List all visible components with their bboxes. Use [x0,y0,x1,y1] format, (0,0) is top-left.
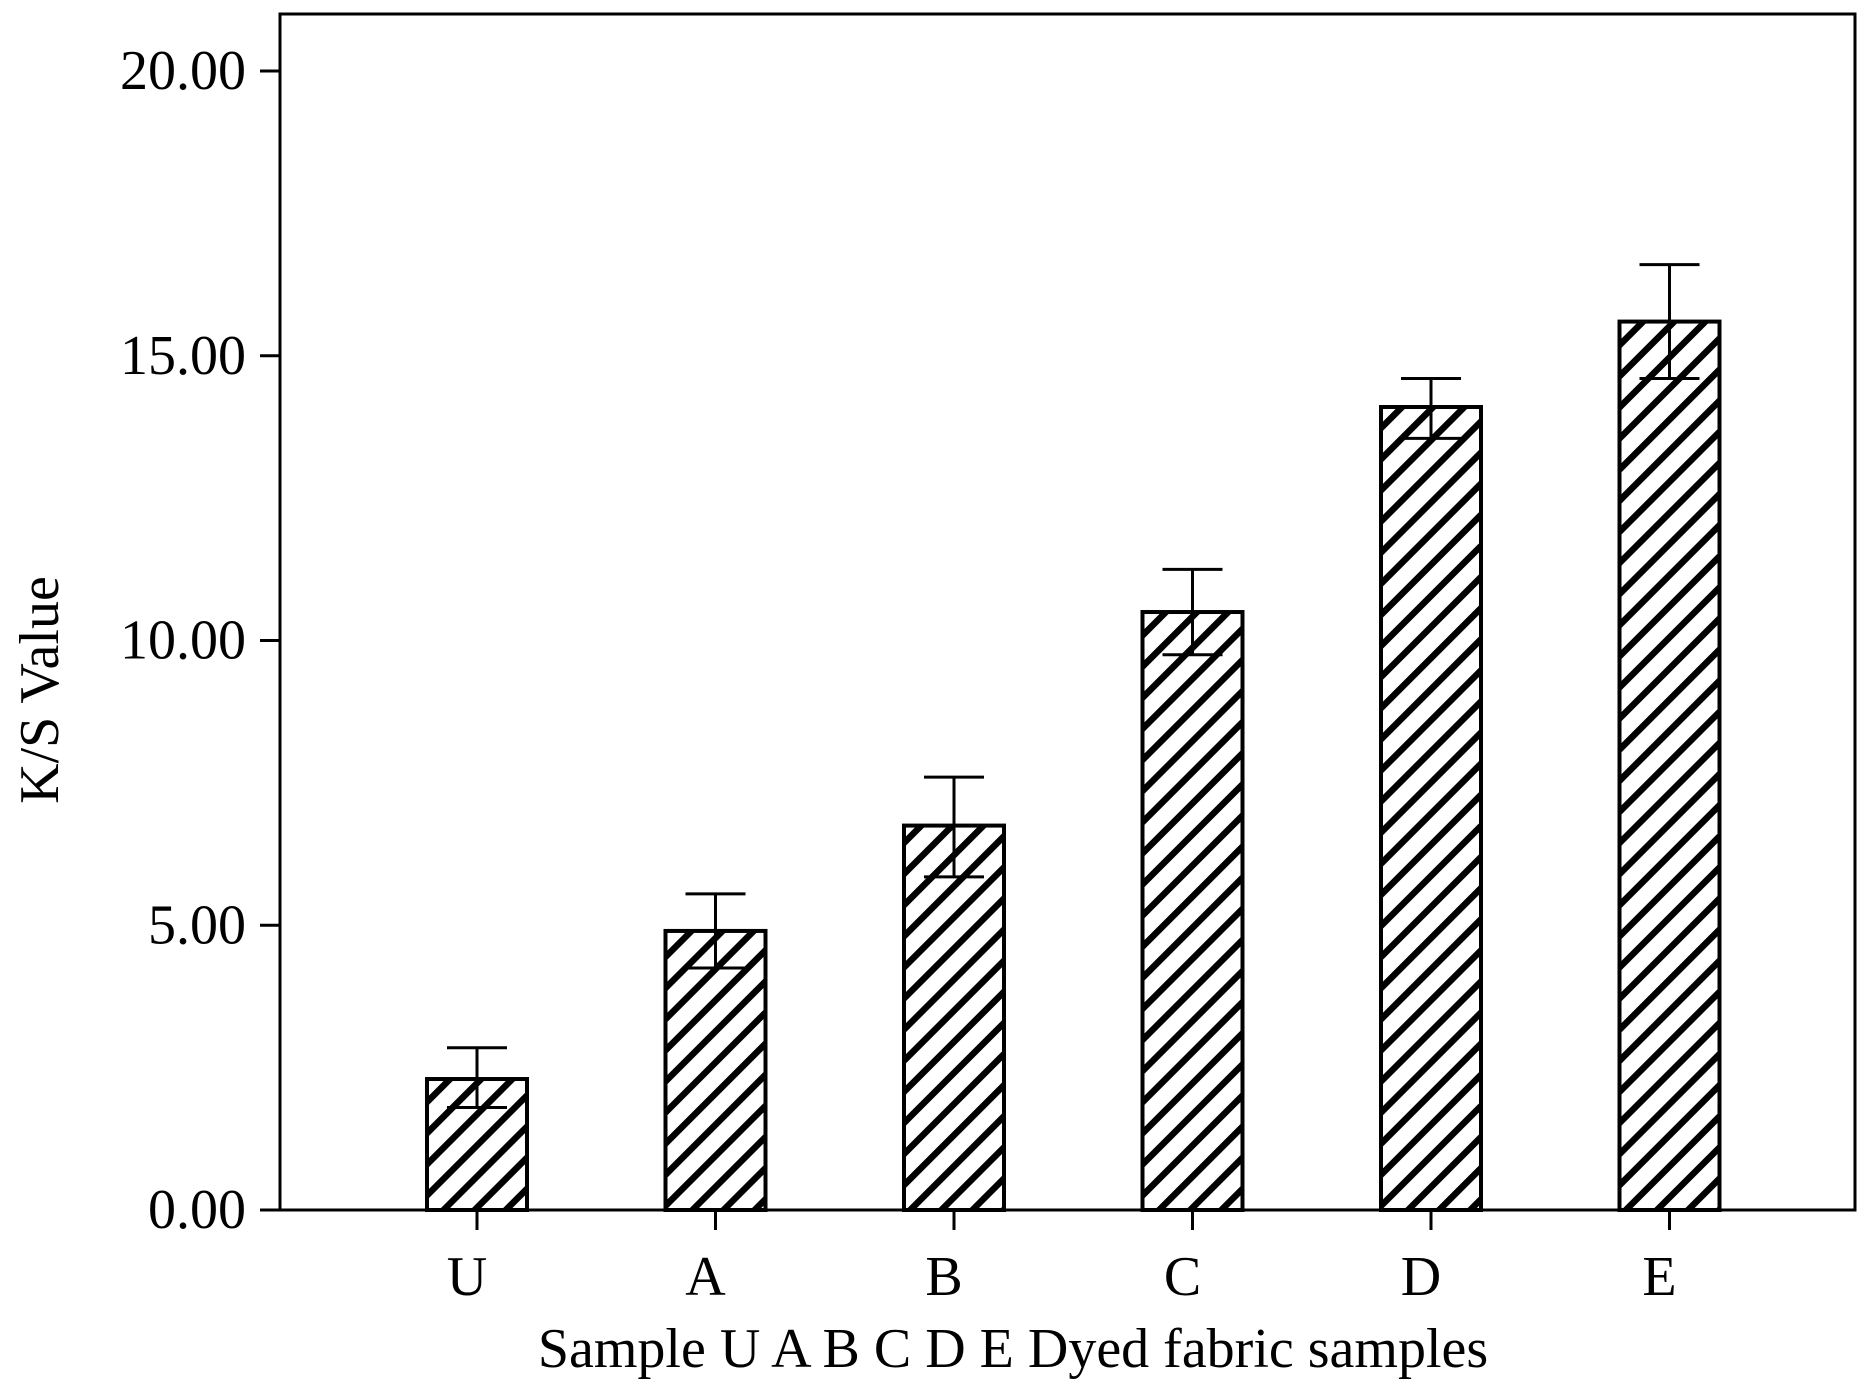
x-tick-label-C: C [1164,1246,1201,1308]
error-bar-C [1162,567,1223,657]
y-axis-title: K/S Value [9,576,71,804]
bar-B [902,823,1006,1213]
y-tick-label: 5.00 [148,894,246,956]
bars [425,319,1722,1213]
error-bar-E [1639,263,1700,381]
bar-A [663,928,768,1212]
bar-D [1379,405,1483,1212]
plot-frame [278,12,1857,1212]
x-tick-label-D: D [1401,1246,1441,1308]
y-tick-label: 10.00 [120,610,246,672]
x-axis-title: Sample U A B C D E Dyed fabric samples [538,1318,1488,1380]
bar-E [1617,319,1722,1212]
y-tick-label: 0.00 [148,1179,246,1241]
bar-C [1140,610,1245,1212]
x-tick-label-U: U [447,1246,487,1308]
y-tick-label: 20.00 [120,40,246,102]
x-tick-label-E: E [1642,1246,1676,1308]
y-tick-label: 15.00 [120,325,246,387]
y-axis-ticks: 0.00 5.00 10.00 15.00 20.00 [120,40,280,1241]
error-bar-A [685,892,746,970]
error-bar-U [447,1046,507,1109]
error-bar-B [924,775,984,879]
x-tick-label-B: B [925,1246,962,1308]
x-tick-label-A: A [685,1246,726,1308]
error-bar-D [1401,377,1461,440]
error-bars [447,263,1700,1109]
